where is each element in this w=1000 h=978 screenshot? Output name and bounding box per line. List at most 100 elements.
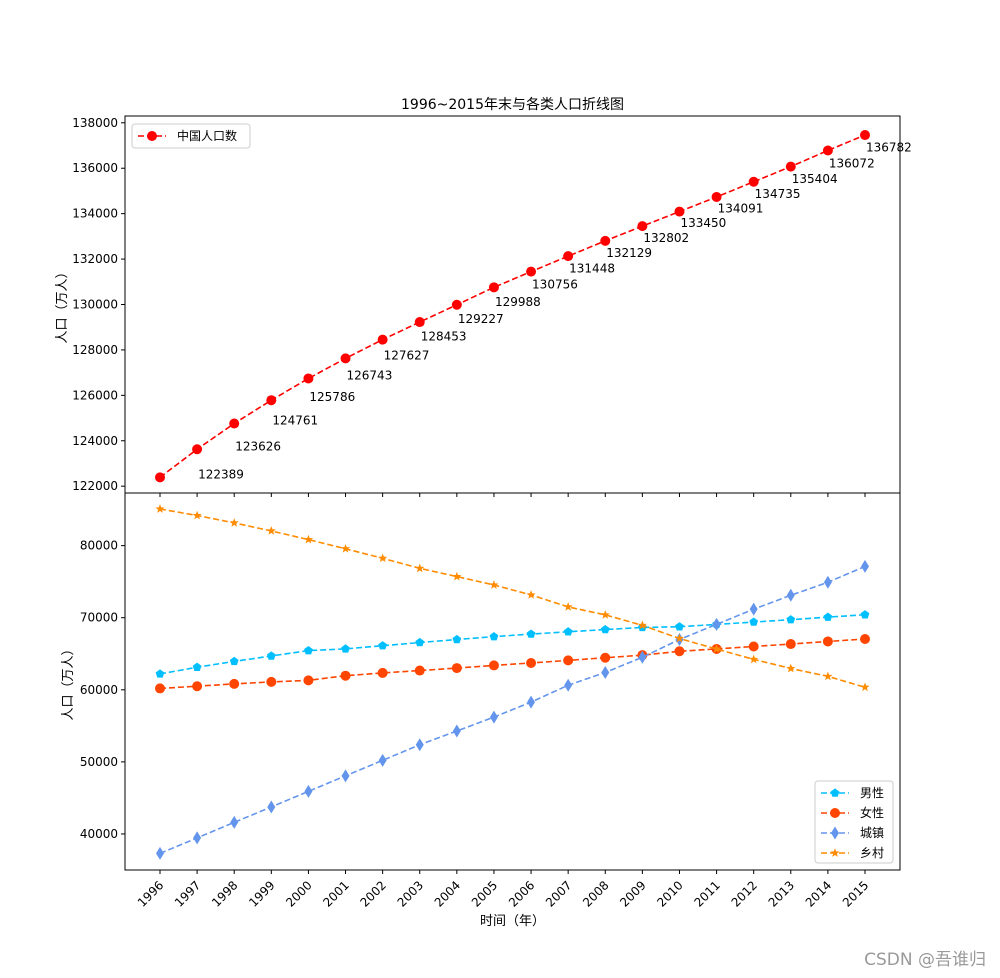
- bottom-series-point-0: [860, 610, 870, 619]
- x-tick-label: 2007: [543, 878, 574, 909]
- bottom-legend-swatch-marker: [830, 848, 840, 857]
- x-tick-label: 1999: [246, 878, 277, 909]
- bottom-y-tick-label: 60000: [80, 683, 118, 697]
- data-label: 132129: [606, 246, 652, 260]
- bottom-series-point-1: [266, 676, 277, 687]
- bottom-axes-frame: [124, 492, 901, 871]
- x-tick-label: 2012: [729, 878, 760, 909]
- x-tick-label: 2010: [654, 878, 685, 909]
- x-tick-label: 2003: [395, 878, 426, 909]
- bottom-series-point-2: [712, 617, 721, 631]
- top-series-point-0: [488, 282, 499, 293]
- bottom-y-tick-label: 40000: [80, 827, 118, 841]
- top-y-tick-label: 138000: [72, 116, 118, 130]
- bottom-series-point-3: [303, 534, 313, 544]
- bottom-series-point-3: [340, 543, 351, 553]
- bottom-y-tick-label: 80000: [80, 539, 118, 553]
- data-label: 128453: [421, 330, 467, 344]
- bottom-series-point-2: [341, 769, 350, 783]
- bottom-series-point-0: [192, 662, 202, 671]
- bottom-series-point-3: [786, 663, 796, 673]
- data-label: 131448: [569, 262, 615, 276]
- data-label: 134735: [755, 187, 801, 201]
- bottom-series-point-3: [489, 580, 499, 589]
- bottom-series-point-0: [341, 644, 350, 653]
- bottom-legend-label: 男性: [860, 786, 884, 800]
- data-label: 130756: [532, 277, 578, 291]
- bottom-series-point-3: [637, 620, 647, 630]
- bottom-series-point-1: [229, 678, 240, 689]
- bottom-y-axis-label: 人口（万人）: [61, 642, 76, 720]
- bottom-series-point-2: [823, 575, 832, 589]
- bottom-series-point-2: [601, 665, 610, 679]
- bottom-y-tick-label: 70000: [80, 611, 118, 625]
- bottom-series-point-2: [638, 650, 647, 664]
- population-category-axes: 40000 50000 60000 70000 80000 1996 1997 1998 199…: [80, 492, 901, 910]
- bottom-legend-swatch-marker: [831, 826, 839, 840]
- bottom-series-point-2: [267, 800, 276, 814]
- bottom-series-point-2: [786, 588, 795, 602]
- bottom-series-point-0: [452, 634, 462, 644]
- bottom-series-point-1: [822, 636, 833, 647]
- bottom-series-line-0: [159, 613, 866, 675]
- bottom-series-point-3: [378, 553, 388, 563]
- bottom-series-point-2: [749, 602, 758, 616]
- bottom-series-point-0: [266, 651, 276, 660]
- top-y-tick-label: 136000: [72, 161, 118, 175]
- bottom-series-point-0: [526, 629, 536, 638]
- bottom-series-point-0: [600, 624, 610, 634]
- bottom-series-point-3: [674, 633, 685, 643]
- top-series-point-0: [340, 353, 351, 364]
- x-tick-label: 2014: [803, 878, 834, 909]
- bottom-series-point-2: [230, 815, 239, 829]
- bottom-series-point-1: [303, 675, 314, 686]
- top-series-point-0: [266, 395, 277, 406]
- top-series-point-0: [711, 191, 722, 202]
- bottom-legend-label: 乡村: [860, 846, 884, 860]
- top-series-point-0: [822, 145, 833, 156]
- x-tick-label: 2004: [432, 878, 463, 909]
- data-label: 125786: [309, 390, 355, 404]
- bottom-series-point-0: [675, 622, 684, 631]
- top-series-point-0: [563, 251, 574, 262]
- top-y-tick-label: 124000: [72, 434, 118, 448]
- top-series-point-0: [192, 444, 203, 455]
- top-y-tick-label: 132000: [72, 252, 118, 266]
- top-series-line-0: [159, 134, 866, 478]
- top-series-point-0: [860, 130, 870, 141]
- bottom-legend-label: 城镇: [860, 826, 884, 840]
- watermark: CSDN @吾谁归: [864, 950, 986, 970]
- top-series-point-0: [526, 266, 537, 277]
- data-label: 132802: [643, 231, 689, 245]
- bottom-series-point-3: [600, 610, 610, 619]
- top-legend: 中国人口数: [131, 123, 251, 149]
- x-tick-label: 2002: [357, 878, 388, 909]
- bottom-series-line-3: [159, 508, 866, 689]
- top-y-tick-label: 126000: [72, 388, 118, 402]
- bottom-series-point-2: [861, 559, 869, 573]
- bottom-legend-box: [814, 780, 894, 864]
- bottom-series-point-3: [229, 518, 239, 527]
- top-y-tick-label: 134000: [72, 207, 118, 221]
- bottom-series-point-0: [563, 627, 573, 636]
- bottom-series-point-2: [378, 753, 387, 767]
- bottom-series-point-1: [488, 660, 499, 671]
- bottom-series-point-2: [304, 784, 313, 798]
- x-tick-label: 1996: [135, 878, 166, 909]
- top-series-point-0: [229, 418, 240, 429]
- bottom-series-point-1: [155, 683, 165, 694]
- data-label: 136072: [829, 157, 875, 171]
- bottom-series-point-0: [378, 641, 388, 650]
- bottom-series-point-1: [526, 657, 537, 668]
- x-axis-label: 时间（年）: [480, 914, 545, 929]
- top-series-point-0: [748, 176, 759, 187]
- bottom-series-point-3: [823, 671, 833, 681]
- bottom-series-point-1: [192, 681, 203, 692]
- top-series-point-0: [785, 161, 796, 172]
- top-y-axis-label: 人口（万人）: [55, 265, 70, 343]
- top-series-point-0: [451, 299, 462, 310]
- bottom-legend-swatch-marker: [830, 788, 840, 797]
- bottom-series-point-3: [192, 510, 202, 520]
- top-series-point-0: [303, 373, 314, 384]
- top-series-point-0: [600, 235, 611, 246]
